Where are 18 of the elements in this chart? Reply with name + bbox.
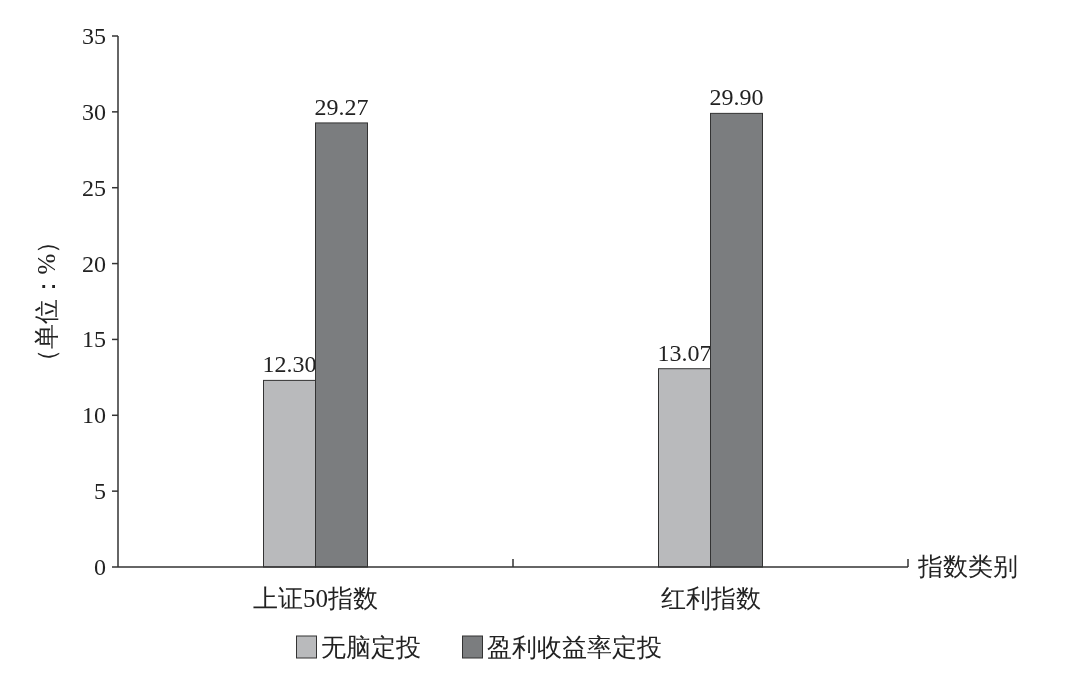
data-label: 29.27 bbox=[314, 93, 369, 120]
y-axis-title: （单位：%） bbox=[33, 228, 60, 375]
y-tick-label: 25 bbox=[82, 174, 106, 201]
y-tick-label: 35 bbox=[82, 23, 106, 49]
y-tick-label: 10 bbox=[82, 402, 106, 429]
data-label: 13.07 bbox=[657, 339, 712, 366]
y-tick-label: 0 bbox=[94, 554, 106, 580]
legend-label: 无脑定投 bbox=[320, 634, 421, 661]
y-tick-label: 20 bbox=[82, 250, 106, 277]
x-tick-label: 红利指数 bbox=[660, 585, 761, 612]
legend-label: 盈利收益率定投 bbox=[486, 634, 662, 661]
y-tick-label: 30 bbox=[82, 98, 106, 125]
x-axis-title: 指数类别 bbox=[917, 553, 1018, 580]
y-tick-label: 15 bbox=[82, 326, 106, 353]
y-tick-label: 5 bbox=[94, 478, 106, 505]
x-tick-label: 上证50指数 bbox=[253, 585, 378, 612]
data-label: 12.30 bbox=[262, 351, 317, 378]
data-label: 29.90 bbox=[709, 84, 764, 111]
